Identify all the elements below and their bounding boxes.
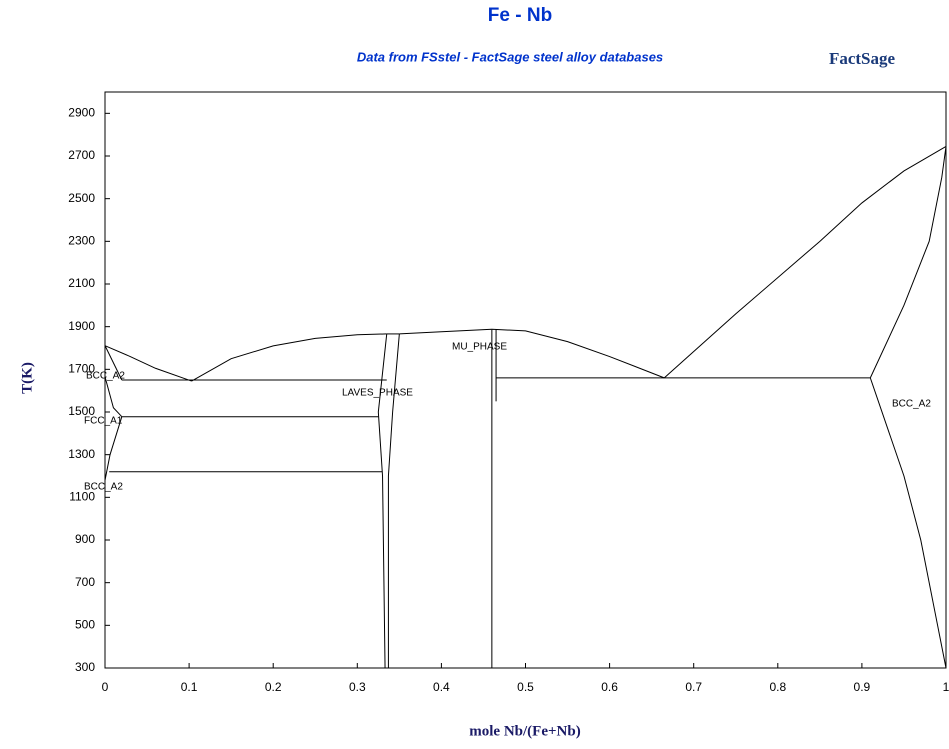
phase-boundary — [104, 416, 123, 481]
y-tick-label: 2500 — [68, 191, 95, 205]
y-tick-label: 1900 — [68, 319, 95, 333]
logo: FactSage — [829, 49, 896, 68]
phase-boundary — [104, 345, 192, 382]
x-tick-label: 0.8 — [769, 680, 786, 694]
y-tick-label: 2900 — [68, 106, 95, 120]
y-tick-label: 2700 — [68, 148, 95, 162]
x-tick-label: 0.1 — [181, 680, 198, 694]
x-tick-label: 0.3 — [349, 680, 366, 694]
x-tick-label: 1 — [943, 680, 949, 694]
y-tick-label: 300 — [75, 660, 95, 674]
phase-boundary — [869, 377, 947, 669]
chart-title: Fe - Nb — [488, 5, 552, 26]
x-tick-label: 0.9 — [854, 680, 871, 694]
phase-boundary — [191, 333, 387, 382]
phase-label: BCC_A2 — [892, 399, 931, 410]
y-tick-label: 500 — [75, 618, 95, 632]
phase-label: BCC_A2 — [86, 371, 125, 382]
x-tick-label: 0.4 — [433, 680, 450, 694]
x-tick-label: 0.5 — [517, 680, 534, 694]
phase-label: MU_PHASE — [452, 342, 507, 353]
y-tick-label: 2300 — [68, 234, 95, 248]
phase-boundary — [399, 328, 665, 379]
phase-boundary — [869, 146, 947, 379]
y-tick-label: 900 — [75, 532, 95, 546]
phase-label: BCC_A2 — [84, 482, 123, 493]
y-tick-label: 1500 — [68, 404, 95, 418]
phase-label: LAVES_PHASE — [342, 388, 413, 399]
phase-boundary — [104, 376, 123, 418]
phase-boundary — [104, 345, 123, 381]
x-tick-label: 0.7 — [685, 680, 702, 694]
chart-subtitle: Data from FSstel - FactSage steel alloy … — [357, 49, 663, 64]
y-axis-label: T(K) — [19, 362, 35, 394]
x-tick-label: 0.2 — [265, 680, 282, 694]
x-axis-label: mole Nb/(Fe+Nb) — [469, 723, 580, 739]
x-tick-label: 0.6 — [601, 680, 618, 694]
phase-boundary — [377, 333, 388, 669]
x-tick-label: 0 — [102, 680, 109, 694]
y-tick-label: 1300 — [68, 447, 95, 461]
y-tick-label: 1700 — [68, 362, 95, 376]
y-tick-label: 1100 — [69, 490, 95, 504]
phase-boundary — [663, 145, 947, 379]
y-tick-label: 700 — [75, 575, 95, 589]
phase-boundary — [387, 333, 400, 668]
y-tick-label: 2100 — [68, 276, 95, 290]
phase-label: FCC_A1 — [84, 416, 123, 427]
